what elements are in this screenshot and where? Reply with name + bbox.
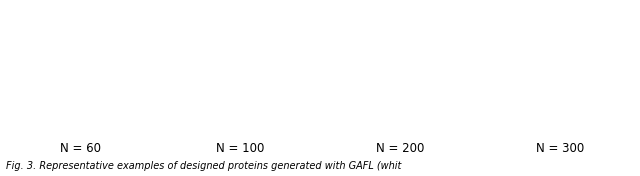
Text: N = 60: N = 60 [60,142,100,155]
Text: N = 100: N = 100 [216,142,264,155]
Text: N = 300: N = 300 [536,142,584,155]
Text: Fig. 3. Representative examples of designed proteins generated with GAFL (whit: Fig. 3. Representative examples of desig… [6,161,402,171]
Text: N = 200: N = 200 [376,142,424,155]
